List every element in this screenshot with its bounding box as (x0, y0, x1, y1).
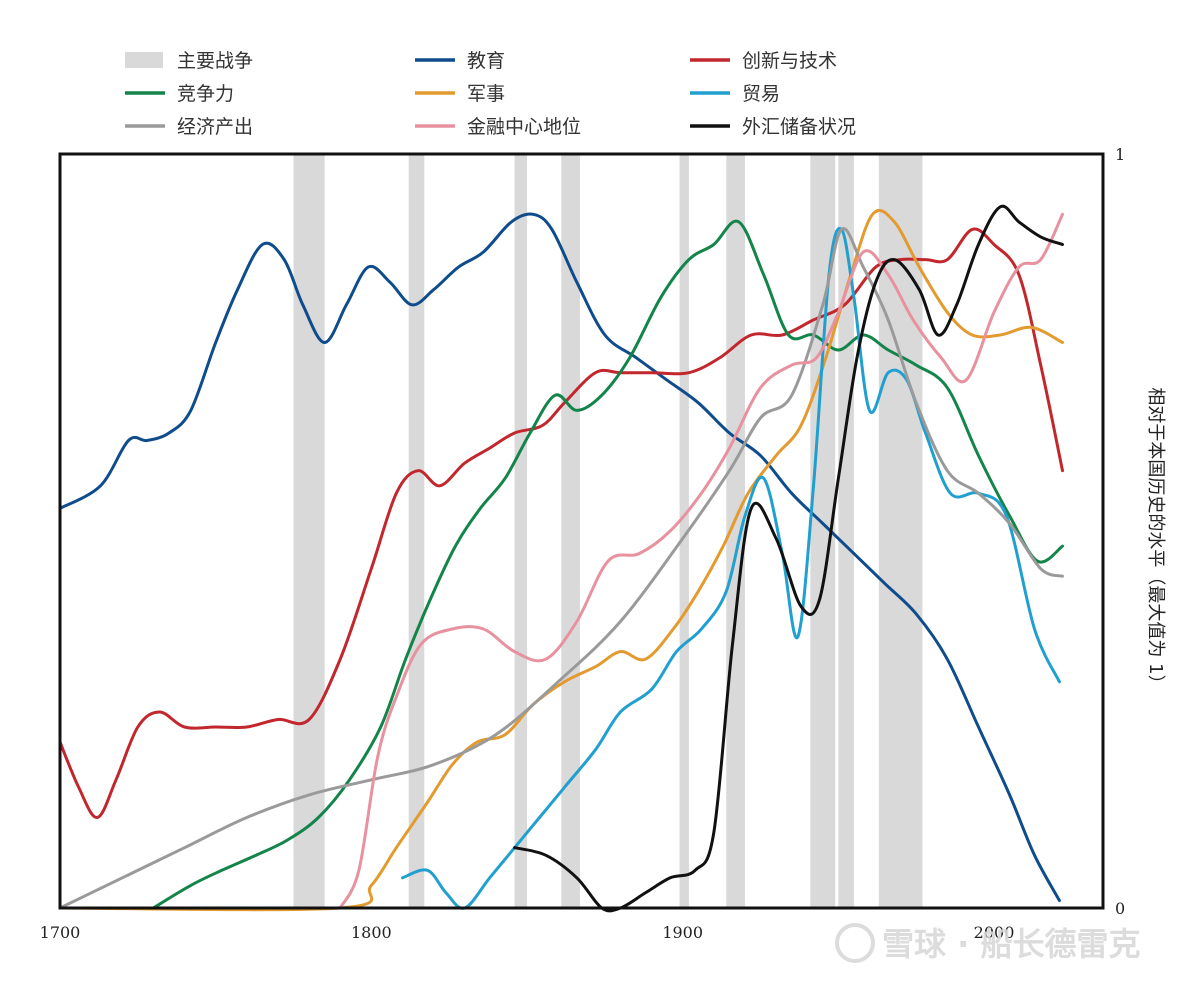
y-tick-label: 0 (1115, 899, 1125, 918)
legend-label: 经济产出 (177, 116, 253, 138)
x-tick-label: 1700 (40, 923, 81, 942)
war-band (878, 154, 923, 908)
series-line (338, 212, 1064, 910)
legend-label: 金融中心地位 (467, 116, 581, 138)
x-tick-label: 1800 (351, 923, 392, 942)
y-tick-label: 1 (1115, 145, 1125, 164)
watermark: 雪球 · 船长德雷克 (835, 923, 1140, 963)
legend-label: 主要战争 (177, 50, 253, 72)
series-line (151, 219, 1064, 910)
legend-label: 创新与技术 (742, 50, 837, 72)
series-line (58, 227, 1064, 910)
war-band (679, 154, 689, 908)
series-lines (58, 204, 1064, 913)
series-line (58, 209, 1064, 912)
series-line (513, 204, 1064, 913)
y-axis: 01 (1115, 145, 1125, 918)
plot-frame (58, 152, 1105, 910)
legend-label: 贸易 (742, 83, 780, 105)
legend-label: 外汇储备状况 (742, 116, 856, 138)
war-band (561, 154, 580, 908)
legend-swatch (125, 52, 163, 68)
svg-text:雪球 · 船长德雷克: 雪球 · 船长德雷克 (882, 925, 1140, 963)
series-line (58, 227, 1064, 819)
x-tick-label: 1900 (662, 923, 703, 942)
war-band (408, 154, 425, 908)
x-axis: 1700 1800 1900 2000 (40, 923, 1015, 942)
war-band (838, 154, 854, 908)
series-line (58, 212, 1061, 902)
war-band (293, 154, 325, 908)
war-bands (293, 154, 923, 908)
x-tick-label: 2000 (974, 923, 1015, 942)
y-axis-label: 相对于本国历史的水平（最大值为 1） (1145, 387, 1166, 692)
legend-label: 竞争力 (177, 83, 234, 105)
war-band (514, 154, 528, 908)
legend-label: 教育 (467, 50, 505, 72)
legend-label: 军事 (467, 83, 505, 105)
